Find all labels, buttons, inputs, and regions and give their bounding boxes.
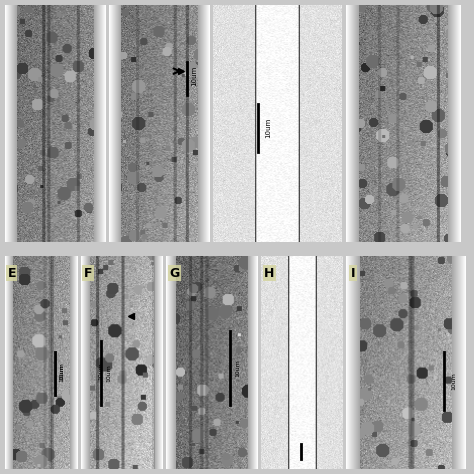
Text: I: I	[351, 267, 356, 280]
Text: 10um: 10um	[451, 372, 456, 390]
Text: 10um: 10um	[191, 66, 197, 86]
Text: H: H	[264, 267, 274, 280]
Text: 10um: 10um	[99, 362, 103, 380]
Text: 10um: 10um	[265, 118, 271, 138]
Text: F: F	[84, 267, 92, 280]
Text: G: G	[170, 267, 180, 280]
Text: E: E	[8, 267, 16, 280]
Text: 10um: 10um	[60, 365, 64, 382]
Text: 10um: 10um	[235, 359, 240, 377]
Text: 10um: 10um	[60, 362, 64, 380]
Text: 10um: 10um	[106, 365, 111, 382]
